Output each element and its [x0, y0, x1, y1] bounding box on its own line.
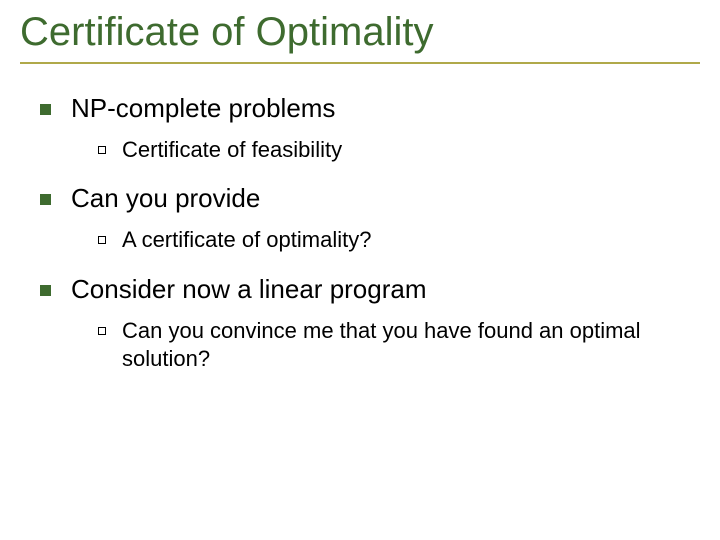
- square-bullet-icon: [40, 285, 51, 296]
- list-subitem: Certificate of feasibility: [98, 136, 700, 165]
- square-bullet-icon: [40, 194, 51, 205]
- hollow-square-bullet-icon: [98, 146, 106, 154]
- list-item: Can you provide: [40, 182, 700, 216]
- list-subitem: A certificate of optimality?: [98, 226, 700, 255]
- slide: Certificate of Optimality NP-complete pr…: [0, 0, 720, 540]
- list-item: Consider now a linear program: [40, 273, 700, 307]
- hollow-square-bullet-icon: [98, 236, 106, 244]
- list-subitem-label: Can you convince me that you have found …: [122, 317, 700, 374]
- list-item-label: Consider now a linear program: [71, 273, 427, 307]
- list-subitem-label: A certificate of optimality?: [122, 226, 371, 255]
- slide-title: Certificate of Optimality: [20, 10, 700, 64]
- list-item-label: NP-complete problems: [71, 92, 335, 126]
- list-item-label: Can you provide: [71, 182, 260, 216]
- list-subitem: Can you convince me that you have found …: [98, 317, 700, 374]
- hollow-square-bullet-icon: [98, 327, 106, 335]
- square-bullet-icon: [40, 104, 51, 115]
- list-item: NP-complete problems: [40, 92, 700, 126]
- list-subitem-label: Certificate of feasibility: [122, 136, 342, 165]
